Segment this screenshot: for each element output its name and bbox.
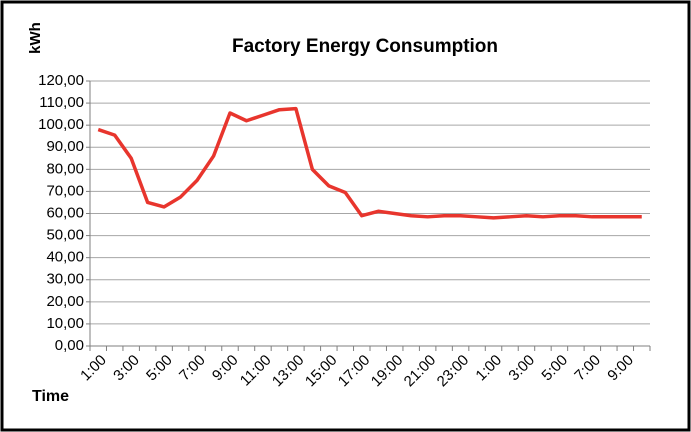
x-axis-label: Time: [32, 388, 69, 405]
y-tick-label: 60,00: [46, 204, 84, 221]
y-tick-label: 110,00: [39, 94, 84, 111]
y-tick-label: 0,00: [55, 337, 84, 354]
chart-title: Factory Energy Consumption: [232, 36, 498, 57]
y-tick-label: 120,00: [38, 72, 84, 89]
y-tick-label: 90,00: [46, 138, 84, 155]
y-tick-label: 30,00: [46, 271, 84, 288]
y-tick-label: 40,00: [46, 249, 84, 266]
y-tick-label: 10,00: [46, 315, 84, 332]
y-tick-label: 100,00: [38, 116, 84, 133]
data-line: [97, 106, 642, 220]
y-tick-label: 70,00: [46, 182, 84, 199]
y-tick-label: 80,00: [46, 160, 84, 177]
y-tick-label: 20,00: [46, 293, 84, 310]
y-tick-label: 50,00: [46, 227, 84, 244]
y-axis-label: kWh: [27, 22, 44, 54]
